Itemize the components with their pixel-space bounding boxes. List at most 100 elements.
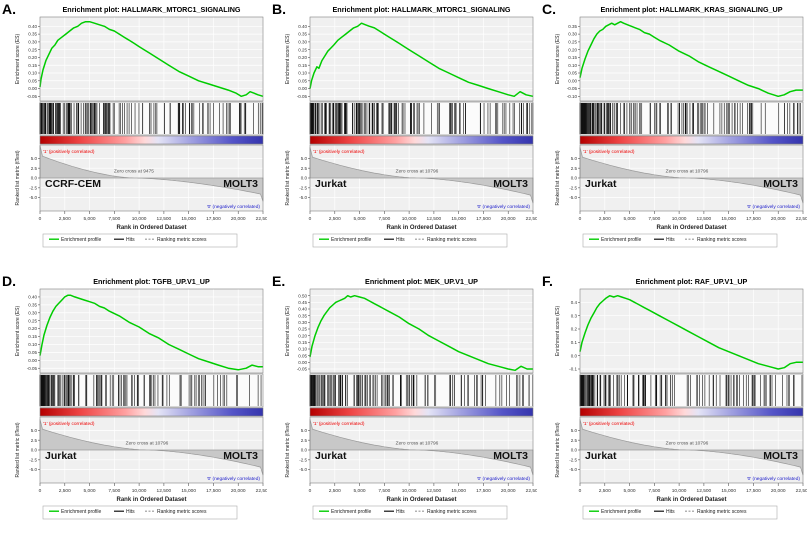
legend-item-ranking-metric-scores: Ranking metric scores: [427, 509, 477, 515]
es-axis-label: Enrichment score (ES): [555, 34, 561, 85]
legend-item-hits: Hits: [126, 509, 135, 515]
negatively-correlated-label: '0' (negatively correlated): [477, 204, 531, 210]
x-axis-tick: 7,500: [648, 488, 660, 494]
ranked-metric-area: [579, 419, 804, 476]
phenotype-right-label: MOLT3: [493, 450, 528, 462]
panel-letter: E.: [272, 273, 286, 289]
panel-letter: D.: [2, 273, 16, 289]
es-axis-tick: 0.20: [568, 47, 577, 52]
metric-axis-tick: 0.0: [31, 448, 38, 453]
es-axis-tick: 0.25: [28, 47, 37, 52]
hits-barcode: [39, 103, 264, 134]
enrichment-plot: Enrichment plot: RAF_UP.V1_UP '1' (positi…: [553, 275, 811, 530]
es-axis-tick: 0.30: [568, 32, 577, 37]
x-axis-tick: 20,000: [231, 216, 246, 222]
positively-correlated-label: '1' (positively correlated): [583, 149, 635, 155]
x-axis-tick: 2,500: [599, 488, 611, 494]
x-axis-tick: 22,500: [796, 216, 807, 222]
es-axis-tick: 0.15: [568, 55, 577, 60]
x-axis-label: Rank in Ordered Dataset: [386, 497, 456, 503]
es-axis-tick: 0.2: [571, 327, 578, 332]
x-axis-tick: 17,500: [206, 488, 221, 494]
legend-item-enrichment-profile: Enrichment profile: [601, 509, 642, 515]
positively-correlated-label: '1' (positively correlated): [313, 421, 365, 427]
phenotype-left-label: CCRF-CEM: [45, 178, 101, 190]
x-axis-tick: 12,500: [427, 488, 442, 494]
es-axis-tick: 0.3: [571, 313, 578, 318]
es-axis-tick: -0.05: [297, 367, 308, 372]
es-axis-tick: 0.15: [298, 340, 307, 345]
es-axis-tick: 0.30: [298, 320, 307, 325]
enrichment-plot: Enrichment plot: TGFB_UP.V1_UP '1' (posit…: [13, 275, 271, 530]
x-axis-tick: 5,000: [354, 488, 366, 494]
metric-axis-tick: 2.5: [31, 438, 38, 443]
es-axis-tick: 0.15: [298, 63, 307, 68]
legend-item-enrichment-profile: Enrichment profile: [61, 509, 102, 515]
negatively-correlated-label: '0' (negatively correlated): [747, 476, 801, 482]
chart-title: Enrichment plot: HALLMARK_KRAS_SIGNALING…: [600, 5, 782, 14]
gsea-panel-e: E. Enrichment plot: MEK_UP.V1_UP '1' (pos…: [270, 272, 541, 544]
x-axis-tick: 20,000: [231, 488, 246, 494]
ranked-metric-area: [579, 147, 804, 204]
legend-item-hits: Hits: [126, 237, 135, 243]
legend-item-ranking-metric-scores: Ranking metric scores: [157, 237, 207, 243]
x-axis-tick: 17,500: [206, 216, 221, 222]
legend-box: [312, 505, 508, 520]
es-axis-tick: 0.40: [298, 307, 307, 312]
legend-item-ranking-metric-scores: Ranking metric scores: [427, 237, 477, 243]
x-axis-tick: 22,500: [256, 216, 267, 222]
metric-axis-tick: -5.0: [29, 467, 37, 472]
es-axis-tick: 0.15: [28, 334, 37, 339]
legend-item-hits: Hits: [666, 237, 675, 243]
enrichment-plot-svg: Enrichment plot: HALLMARK_MTORC1_SIGNALI…: [15, 5, 271, 248]
negatively-correlated-label: '0' (negatively correlated): [477, 476, 531, 482]
phenotype-left-label: Jurkat: [315, 178, 347, 190]
legend-item-hits: Hits: [396, 237, 405, 243]
es-axis-label: Enrichment score (ES): [285, 34, 291, 85]
es-axis-tick: 0.10: [568, 63, 577, 68]
metric-axis-tick: 0.0: [301, 448, 308, 453]
es-axis-tick: 0.20: [298, 55, 307, 60]
x-axis-tick: 0: [579, 488, 582, 494]
es-axis-tick: 0.05: [28, 78, 37, 83]
negatively-correlated-label: '0' (negatively correlated): [207, 476, 261, 482]
phenotype-right-label: MOLT3: [763, 178, 798, 190]
enrichment-plot: Enrichment plot: HALLMARK_MTORC1_SIGNALI…: [283, 3, 541, 258]
enrichment-plot-svg: Enrichment plot: MEK_UP.V1_UP '1' (positi…: [285, 277, 541, 520]
x-axis-tick: 17,500: [476, 216, 491, 222]
es-axis-tick: 0.1: [571, 340, 578, 345]
legend-item-enrichment-profile: Enrichment profile: [331, 509, 372, 515]
metric-axis-tick: -5.0: [569, 195, 577, 200]
gsea-panel-f: F. Enrichment plot: RAF_UP.V1_UP '1' (pos…: [540, 272, 811, 544]
legend-box: [42, 505, 238, 520]
es-axis-tick: 0.10: [28, 71, 37, 76]
zero-cross-label: Zero cross at 10796: [126, 441, 169, 447]
legend-box: [582, 233, 778, 248]
panel-letter: C.: [542, 1, 556, 17]
phenotype-right-label: MOLT3: [763, 450, 798, 462]
es-axis-tick: 0.20: [298, 333, 307, 338]
es-axis-tick: 0.20: [28, 326, 37, 331]
es-axis-tick: 0.10: [298, 71, 307, 76]
es-axis-tick: 0.25: [298, 327, 307, 332]
es-axis-tick: -0.05: [297, 94, 308, 99]
x-axis-tick: 12,500: [157, 216, 172, 222]
x-axis-tick: 22,500: [526, 488, 537, 494]
hits-barcode: [39, 375, 262, 406]
metric-axis-label: Ranked list metric (tTest): [555, 150, 561, 205]
metric-axis-tick: 2.5: [31, 166, 38, 171]
phenotype-gradient-strip: [580, 408, 803, 416]
metric-axis-tick: -2.5: [569, 185, 577, 190]
metric-axis-tick: 5.0: [301, 428, 308, 433]
x-axis-tick: 5,000: [624, 216, 636, 222]
es-axis-tick: 0.05: [298, 353, 307, 358]
es-axis-tick: 0.45: [298, 300, 307, 305]
metric-axis-tick: 0.0: [571, 176, 578, 181]
negatively-correlated-label: '0' (negatively correlated): [747, 204, 801, 210]
phenotype-gradient-strip: [310, 408, 533, 416]
legend-item-enrichment-profile: Enrichment profile: [601, 237, 642, 243]
phenotype-gradient-strip: [580, 136, 803, 144]
es-curve: [309, 294, 533, 372]
zero-cross-label: Zero cross at 9475: [114, 169, 154, 175]
